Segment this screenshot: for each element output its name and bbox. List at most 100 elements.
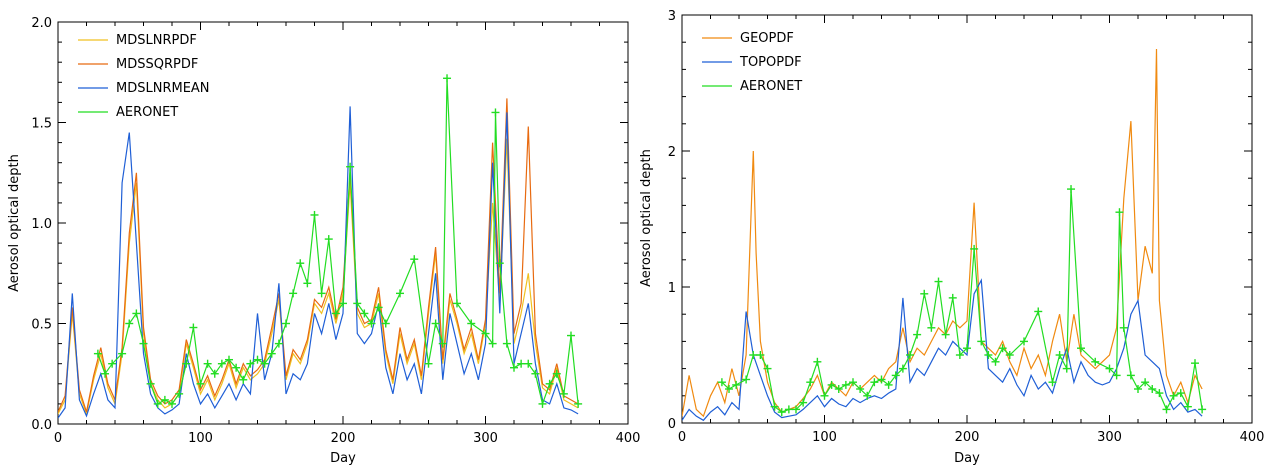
left-y-tick-labels: 0.0 0.5 1.0 1.5 2.0: [31, 16, 52, 433]
aeronet-point: [977, 337, 986, 346]
aeronet-point: [346, 162, 355, 171]
aeronet-point: [1183, 402, 1192, 411]
left-x-tick-labels: 0 100 200 300 400: [54, 431, 641, 446]
y-tick-label: 1.5: [31, 117, 52, 132]
series-line-mdslnrmean: [58, 106, 579, 419]
aeronet-point: [545, 379, 554, 388]
aeronet-point: [732, 380, 741, 389]
series-line-aeronet: [721, 189, 1203, 413]
aeronet-point: [991, 357, 1000, 366]
aeronet-point: [339, 299, 347, 308]
aeronet-point: [431, 319, 440, 328]
aeronet-point: [360, 309, 369, 318]
aeronet-point: [1119, 323, 1128, 332]
aeronet-point: [863, 391, 872, 400]
aeronet-point: [1034, 307, 1043, 316]
x-tick-label: 200: [955, 430, 980, 445]
aeronet-point: [1162, 405, 1171, 414]
aeronet-point: [770, 402, 779, 411]
aeronet-point: [132, 309, 141, 318]
aeronet-point: [955, 351, 964, 359]
aeronet-point: [1126, 371, 1135, 380]
aeronet-point: [820, 391, 829, 400]
y-tick-label: 0.5: [31, 318, 52, 333]
x-tick-label: 400: [1240, 430, 1265, 445]
legend-label: MDSLNRMEAN: [116, 81, 210, 96]
legend-entry-aeronet: AERONET: [702, 79, 802, 94]
aeronet-point: [225, 355, 233, 364]
aeronet-point: [998, 344, 1007, 353]
aeronet-point: [763, 364, 772, 373]
left-chart: 0 100 200 300 400 0.00.51.01.52.0 MDSLNRPDFM…: [7, 16, 640, 466]
right-x-axis-label: Day: [954, 451, 980, 466]
aeronet-point: [443, 74, 452, 83]
aeronet-point: [552, 369, 561, 378]
aeronet-point: [331, 309, 340, 318]
aeronet-point: [367, 319, 376, 328]
aeronet-point: [1055, 351, 1064, 359]
aeronet-point: [189, 323, 198, 332]
aeronet-point: [303, 279, 312, 288]
aeronet-point: [424, 359, 433, 368]
legend-entry-geopdf: GEOPDF: [702, 31, 794, 46]
x-tick-label: 300: [1097, 430, 1122, 445]
aeronet-point: [175, 389, 184, 398]
x-tick-label: 0: [54, 431, 62, 446]
aeronet-point: [203, 359, 212, 368]
series-line-mdssqrpdf: [58, 98, 579, 413]
y-tick-label: 0.0: [31, 418, 52, 433]
aeronet-point: [1141, 378, 1150, 387]
aeronet-point: [1048, 378, 1057, 387]
aeronet-point: [438, 339, 447, 348]
y-tick-label: 1.0: [31, 217, 52, 232]
right-y-axis-label: Aerosol optical depth: [639, 149, 654, 287]
aeronet-point: [849, 378, 857, 387]
x-tick-label: 200: [331, 431, 356, 446]
aeronet-point: [1020, 337, 1028, 346]
aeronet-point: [232, 363, 241, 372]
aeronet-point: [1155, 389, 1164, 398]
aeronet-point: [1198, 405, 1207, 414]
aeronet-point: [567, 331, 575, 340]
aeronet-point: [289, 289, 298, 298]
aeronet-point: [717, 378, 726, 387]
aeronet-point: [168, 399, 176, 408]
right-axis-ticks: [681, 14, 1253, 424]
series-line-geopdf: [682, 48, 1203, 418]
legend-label: GEOPDF: [740, 31, 794, 46]
aeronet-point: [799, 398, 808, 407]
aeronet-point: [970, 244, 979, 253]
aeronet-point: [246, 359, 255, 368]
right-series-group: [682, 48, 1207, 422]
aeronet-point: [884, 380, 893, 389]
aeronet-point: [196, 379, 205, 388]
right-x-tick-labels: 0 100 200 300 400: [678, 430, 1265, 445]
aeronet-point: [749, 351, 758, 359]
aeronet-point: [834, 385, 843, 393]
aeronet-point: [963, 344, 971, 353]
aeronet-point: [984, 351, 993, 359]
aeronet-point: [139, 339, 148, 348]
aeronet-point: [827, 380, 836, 389]
aeronet-point: [146, 379, 155, 388]
aeronet-point: [1067, 185, 1076, 194]
legend-entry-mdslnrmean: MDSLNRMEAN: [78, 81, 210, 96]
aeronet-point: [260, 359, 269, 368]
aeronet-point: [101, 369, 110, 378]
legend-label: TOPOPDF: [739, 55, 802, 70]
aeronet-point: [282, 319, 290, 328]
x-tick-label: 100: [188, 431, 213, 446]
aeronet-point: [310, 210, 319, 219]
legend-entry-mdslnrpdf: MDSLNRPDF: [78, 33, 197, 48]
x-tick-label: 400: [616, 431, 641, 446]
aeronet-point: [410, 255, 419, 264]
aeronet-point: [927, 323, 936, 332]
aeronet-point: [160, 395, 169, 404]
legend-label: AERONET: [116, 105, 178, 120]
y-tick-label: 1: [668, 281, 676, 296]
aeronet-point: [481, 329, 490, 338]
legend-label: MDSSQRPDF: [116, 57, 198, 72]
aeronet-point: [856, 385, 865, 393]
aeronet-point: [1077, 344, 1085, 353]
